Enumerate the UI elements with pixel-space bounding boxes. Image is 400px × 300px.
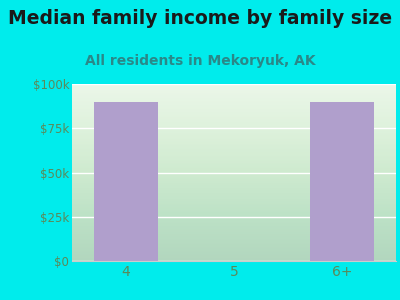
Bar	[310, 102, 374, 261]
Text: All residents in Mekoryuk, AK: All residents in Mekoryuk, AK	[85, 54, 315, 68]
Text: Median family income by family size: Median family income by family size	[8, 9, 392, 28]
Bar	[94, 102, 158, 261]
